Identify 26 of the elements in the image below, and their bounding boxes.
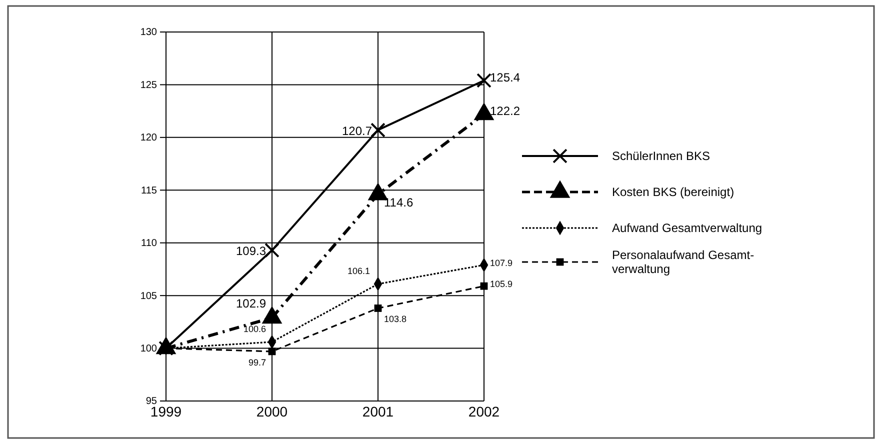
x-tick-label: 2001 [362,404,394,420]
data-label: 122.2 [490,104,520,118]
data-label: 109.3 [236,244,266,258]
y-tick-label: 110 [141,238,158,250]
y-tick-label: 125 [140,80,158,91]
data-label: 106.1 [347,266,370,276]
data-label: 102.9 [236,296,266,311]
data-label: 100.6 [243,324,266,334]
data-label: 103.8 [384,314,407,324]
y-tick-label: 130 [140,27,158,38]
y-tick-label: 115 [141,185,158,196]
text: Kosten BKS (bereinigt) [612,185,734,199]
y-tick-label: 100 [140,343,158,354]
data-label: 107.9 [490,258,513,268]
data-label: 114.6 [384,195,414,210]
text: Aufwand Gesamtverwaltung [612,221,762,235]
y-tick-label: 120 [140,132,158,144]
x-tick-label: 2000 [256,404,288,420]
x-tick-label: 2002 [468,404,500,420]
text: SchülerInnen BKS [612,149,710,163]
data-label: 99.7 [248,357,266,368]
data-label: 105.9 [490,279,513,290]
data-label: 120.7 [342,124,372,138]
text: Personalaufwand Gesamt-verwaltung [612,248,754,276]
data-label: 125.4 [490,70,520,84]
y-tick-label: 105 [140,290,158,302]
